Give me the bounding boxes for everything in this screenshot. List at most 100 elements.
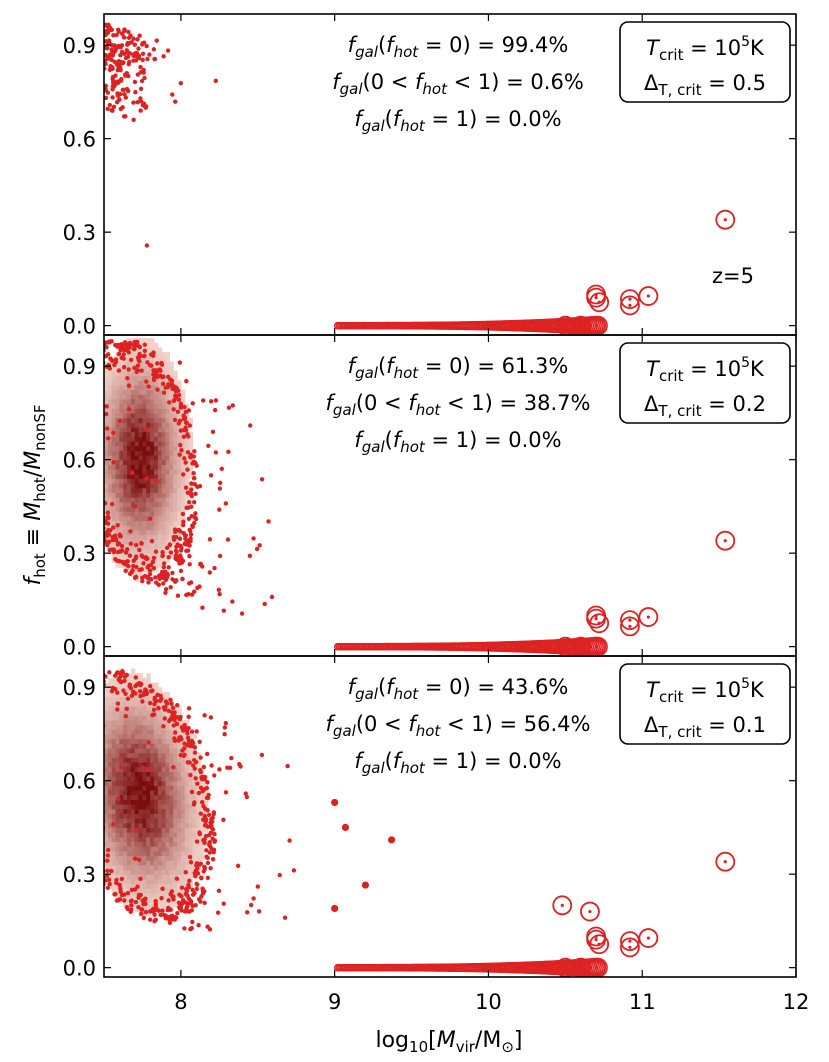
density-cell <box>104 710 109 716</box>
density-cell <box>111 696 117 702</box>
x-tick-label: 10 <box>475 990 502 1014</box>
density-cell <box>111 515 117 522</box>
galaxy-point <box>163 586 169 592</box>
galaxy-point <box>61 744 65 748</box>
density-cell <box>184 874 190 880</box>
density-cell <box>134 520 140 526</box>
galaxy-point <box>124 905 130 910</box>
density-cell <box>157 724 163 730</box>
density-cell <box>188 827 194 833</box>
density-cell <box>165 403 170 409</box>
density-cell <box>153 771 159 777</box>
galaxy-point <box>130 689 136 694</box>
density-cell <box>200 827 205 833</box>
density-cell <box>196 850 201 857</box>
galaxy-point <box>99 691 103 695</box>
density-cell <box>157 356 163 363</box>
massive-halo-center <box>594 324 598 328</box>
galaxy-point <box>61 724 65 728</box>
galaxy-point <box>77 399 81 403</box>
massive-halo-center <box>628 618 632 622</box>
density-cell <box>161 888 167 894</box>
density-cell <box>134 464 140 470</box>
density-cell <box>111 827 117 833</box>
density-cell <box>138 719 144 726</box>
density-cell <box>107 469 113 475</box>
density-cell <box>119 450 124 456</box>
density-cell <box>127 412 132 419</box>
density-cell <box>180 497 186 503</box>
density-cell <box>192 808 197 814</box>
galaxy-point <box>116 796 121 801</box>
density-cell <box>134 874 140 880</box>
massive-halo-center <box>597 300 601 304</box>
galaxy-point <box>140 699 145 704</box>
density-cell <box>173 747 178 754</box>
galaxy-point <box>141 915 147 921</box>
density-cell <box>196 841 201 847</box>
density-cell <box>146 808 151 814</box>
galaxy-point <box>79 431 83 435</box>
density-cell <box>150 520 155 526</box>
galaxy-point <box>83 380 87 384</box>
galaxy-point <box>143 901 148 907</box>
density-cell <box>153 492 159 498</box>
density-cell <box>165 902 170 908</box>
galaxy-point <box>97 481 101 485</box>
galaxy-point <box>85 405 89 409</box>
density-cell <box>142 567 147 573</box>
density-cell <box>138 501 144 508</box>
density-cell <box>115 483 120 489</box>
density-cell <box>173 459 178 465</box>
density-cell <box>119 525 124 531</box>
galaxy-point <box>222 725 227 730</box>
density-cell <box>130 827 136 833</box>
density-cell <box>134 860 140 866</box>
density-cell <box>130 752 136 758</box>
galaxy-point <box>110 534 115 540</box>
density-cell <box>107 710 113 716</box>
galaxy-point <box>96 380 100 384</box>
density-cell <box>173 478 178 484</box>
density-cell <box>134 506 140 512</box>
galaxy-point <box>160 908 165 913</box>
density-cell <box>188 464 194 470</box>
density-cell <box>130 450 136 456</box>
density-cell <box>161 352 167 358</box>
density-cell <box>123 553 128 559</box>
density-cell <box>134 454 140 461</box>
density-cell <box>111 398 117 405</box>
galaxy-point <box>83 472 87 476</box>
density-cell <box>142 408 147 414</box>
density-cell <box>134 906 140 913</box>
galaxy-point <box>72 732 76 736</box>
density-cell <box>169 785 174 791</box>
galaxy-point <box>155 374 160 380</box>
density-cell <box>150 356 155 363</box>
galaxy-point <box>74 708 78 712</box>
density-cell <box>196 757 201 763</box>
density-cell <box>177 710 182 716</box>
density-cell <box>127 543 132 550</box>
density-cell <box>127 752 132 758</box>
galaxy-point <box>173 548 179 553</box>
density-cell <box>200 766 205 772</box>
density-cell <box>157 869 163 875</box>
density-cell <box>173 752 178 758</box>
density-cell <box>111 543 117 550</box>
density-cell <box>104 525 109 531</box>
density-cell <box>177 384 182 391</box>
density-cell <box>157 426 163 433</box>
density-cell <box>169 780 174 786</box>
density-cell <box>173 380 178 386</box>
density-cell <box>146 902 151 908</box>
density-cell <box>119 696 124 702</box>
galaxy-point <box>60 749 64 753</box>
galaxy-point <box>86 855 90 859</box>
density-cell <box>196 808 201 814</box>
galaxy-point <box>75 743 79 747</box>
density-cell <box>115 431 120 437</box>
galaxy-point <box>202 865 208 871</box>
density-cell <box>138 827 144 833</box>
density-cell <box>180 860 186 866</box>
